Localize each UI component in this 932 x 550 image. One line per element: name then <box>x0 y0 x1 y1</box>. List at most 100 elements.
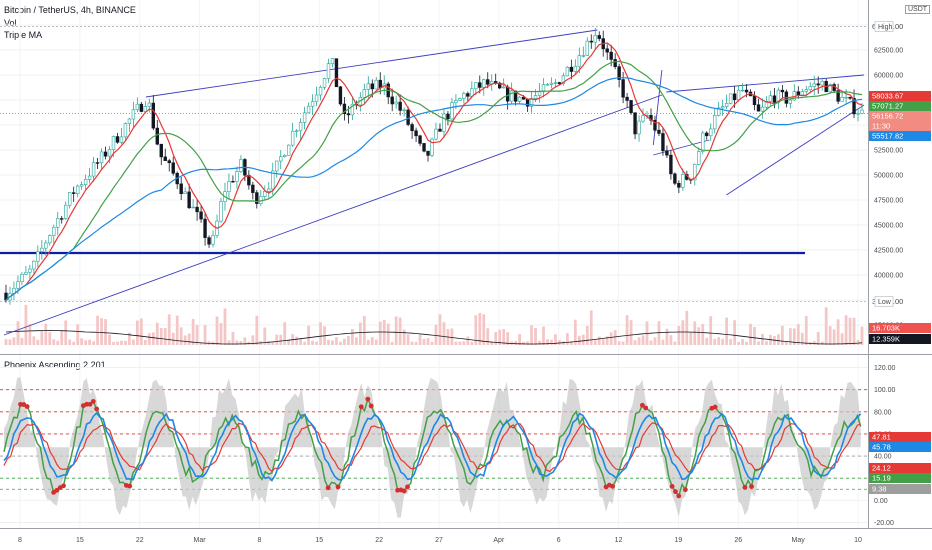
volume-bar <box>139 318 143 345</box>
volume-bar <box>526 341 529 345</box>
candle-body <box>673 173 677 184</box>
volume-bar <box>613 330 617 345</box>
osc-tick-label: 0.00 <box>874 498 888 505</box>
volume-bar <box>12 337 16 345</box>
volume-bar <box>681 320 685 345</box>
volume-bar <box>295 336 299 345</box>
volume-bar <box>406 334 410 345</box>
candle-body <box>482 79 486 88</box>
candle-body <box>840 97 844 102</box>
volume-bar <box>542 326 545 345</box>
osc-tick-label: 120.00 <box>874 365 896 372</box>
candle-body <box>478 82 482 88</box>
osc-tick-label: -20.00 <box>874 520 894 527</box>
volume-bar <box>502 329 506 345</box>
volume-bar <box>36 339 40 345</box>
volume-bar <box>414 341 418 345</box>
ma-mid-tag: 57071.27 <box>869 101 931 111</box>
candle-body <box>83 179 88 185</box>
volume-bar <box>175 315 179 345</box>
volume-bar <box>92 341 95 345</box>
volume-bar <box>661 339 665 345</box>
candle-body <box>115 136 120 143</box>
volume-bar <box>725 317 729 345</box>
candle-body <box>812 83 816 87</box>
volume-pane <box>4 304 864 345</box>
volume-bar <box>450 328 454 345</box>
ma-fast-tag-text: 58033.67 <box>872 92 903 101</box>
volume-bar <box>601 339 605 345</box>
volume-bar <box>856 339 860 345</box>
volume-bar <box>64 320 68 345</box>
candle-body <box>390 96 394 105</box>
volume-bar <box>729 339 733 345</box>
volume-bar <box>733 320 736 345</box>
candle-body <box>60 218 64 220</box>
candle-body <box>68 192 72 206</box>
candle-body <box>589 40 593 43</box>
candle-body <box>573 65 578 72</box>
volume-bar <box>52 339 56 345</box>
osc-signal-dot <box>669 484 675 489</box>
osc-tag-1-bg <box>869 432 931 442</box>
osc-signal-dot <box>90 399 96 404</box>
candle-body <box>605 48 609 53</box>
volume-bar <box>490 341 494 345</box>
candle-body <box>338 86 343 105</box>
volume-bar <box>840 333 844 345</box>
candle-body <box>732 93 737 101</box>
candle-body <box>816 83 820 86</box>
volume-bar <box>466 336 470 345</box>
candle-body <box>334 58 339 88</box>
candle-body <box>131 109 136 120</box>
volume-bar <box>522 341 525 345</box>
price-tick-label: 47500.00 <box>874 198 903 205</box>
candle-body <box>597 35 601 39</box>
volume-bar <box>558 340 561 345</box>
volume-bar <box>195 325 199 345</box>
volume-bar <box>287 339 291 345</box>
time-tick-label: 22 <box>375 537 383 544</box>
candle-body <box>466 93 470 97</box>
osc-signal-dot <box>94 406 100 412</box>
candle-body <box>657 129 661 134</box>
currency-badge[interactable]: USDT <box>905 5 931 14</box>
candle-body <box>298 122 303 132</box>
candle-body <box>275 160 279 172</box>
volume-bar <box>100 318 103 345</box>
time-tick-label: 27 <box>435 537 443 544</box>
volume-bar <box>828 326 832 345</box>
candle-body <box>91 162 96 177</box>
volume-bar <box>534 328 537 345</box>
candle-body <box>617 66 621 80</box>
candle-body <box>852 97 856 115</box>
candle-body <box>151 102 155 129</box>
last-price-tag: 56156.72 <box>869 111 931 121</box>
candle-body <box>537 91 542 96</box>
volume-bar <box>569 341 573 345</box>
candle-body <box>71 192 76 194</box>
volume-bar <box>410 341 414 345</box>
volume-bar <box>438 314 442 345</box>
volume-bar <box>852 317 856 345</box>
volume-bar <box>506 332 510 345</box>
volume-bar <box>76 324 80 345</box>
candle-body <box>267 188 271 192</box>
volume-bar <box>255 315 259 345</box>
volume-bar <box>625 315 629 345</box>
volume-bar <box>8 339 12 345</box>
volume-bar <box>685 310 689 345</box>
candle-body <box>52 226 56 236</box>
oscillator-pane <box>0 377 868 518</box>
volume-bar <box>68 339 72 345</box>
ma-slow-tag-bg <box>869 131 931 141</box>
volume-bar <box>191 318 195 345</box>
high-tag-bg <box>869 21 931 32</box>
osc-tag-2-text: 45.78 <box>872 443 891 452</box>
volume-bar <box>589 310 593 345</box>
candle-body <box>557 82 562 85</box>
candle-body <box>724 103 729 107</box>
osc-tag-1-text: 47.81 <box>872 433 891 442</box>
candle-body <box>259 196 263 204</box>
